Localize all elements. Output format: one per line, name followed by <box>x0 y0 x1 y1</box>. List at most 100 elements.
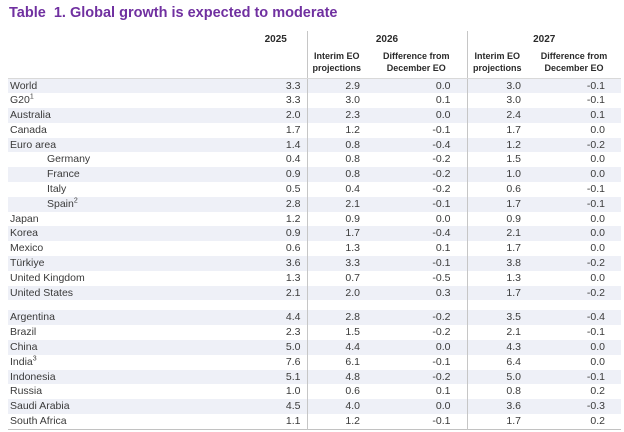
table-row: Mexico 0.6 1.3 0.1 1.7 0.0 <box>8 241 621 257</box>
value-2025-cell: 1.1 <box>285 415 301 428</box>
table-row: China 5.0 4.4 0.0 4.3 0.0 <box>8 340 621 355</box>
country-label: Türkiye <box>10 257 45 270</box>
country-label: Japan <box>10 212 39 225</box>
country-cell: Korea <box>8 226 245 241</box>
value-2027-diff-cell: 0.0 <box>590 212 605 225</box>
group-spacer-row <box>8 300 621 311</box>
value-2027-diff-cell: 0.0 <box>590 168 605 181</box>
country-cell: Argentina <box>8 310 245 325</box>
country-label: Russia <box>10 385 43 398</box>
value-2027-interim-cell: 3.6 <box>466 399 527 415</box>
country-cell: China <box>8 340 245 355</box>
country-label: Indonesia <box>10 370 56 383</box>
value-2026-interim-cell: 2.8 <box>306 310 366 326</box>
table-row: Euro area 1.4 0.8 -0.4 1.2 -0.2 <box>8 137 621 153</box>
country-cell: Indonesia <box>8 370 245 385</box>
table-header: 2025 2026 2027 Interim EO projections Di… <box>8 31 621 79</box>
value-2026-interim-cell: 3.3 <box>306 256 366 271</box>
country-label: United Kingdom <box>10 271 85 284</box>
value-2026-diff-cell: 0.1 <box>435 385 451 398</box>
value-2026-interim-cell: 0.4 <box>306 182 366 197</box>
country-label: G20 <box>10 94 30 107</box>
table-row: Argentina 4.4 2.8 -0.2 3.5 -0.4 <box>8 310 621 326</box>
country-label: South Africa <box>10 415 67 428</box>
value-2027-interim-cell: 4.3 <box>466 340 527 355</box>
value-2027-interim-cell: 1.3 <box>466 270 527 286</box>
table-row: United Kingdom 1.3 0.7 -0.5 1.3 0.0 <box>8 270 621 286</box>
value-2025-cell: 0.6 <box>285 242 301 255</box>
value-2027-interim-cell: 0.9 <box>466 211 527 227</box>
value-2027-diff-cell: -0.1 <box>586 326 605 339</box>
table-row: France 0.9 0.8 -0.2 1.0 0.0 <box>8 167 621 183</box>
footnote-marker: 2 <box>73 197 78 205</box>
country-cell: Euro area <box>8 138 245 153</box>
value-2026-diff-cell: -0.1 <box>432 123 451 136</box>
value-2026-interim-cell: 0.8 <box>306 152 366 168</box>
table-row: Germany 0.4 0.8 -0.2 1.5 0.0 <box>8 152 621 168</box>
table-row: Korea 0.9 1.7 -0.4 2.1 0.0 <box>8 226 621 242</box>
value-2026-interim-cell: 4.0 <box>306 399 366 415</box>
value-2025-cell: 7.6 <box>285 355 301 368</box>
table-row: South Africa 1.1 1.2 -0.1 1.7 0.2 <box>8 414 621 430</box>
value-2026-interim-cell: 3.0 <box>306 93 366 109</box>
value-2026-interim-cell: 1.2 <box>306 414 366 430</box>
value-2025-cell: 1.4 <box>285 138 301 151</box>
country-label: India <box>10 355 33 368</box>
value-2027-diff-cell: -0.4 <box>586 311 605 324</box>
value-2027-diff-cell: 0.1 <box>590 109 605 122</box>
value-2027-interim-cell: 2.1 <box>466 226 527 242</box>
value-2027-diff-cell: -0.1 <box>586 370 605 383</box>
country-label: Germany <box>47 153 91 166</box>
country-cell: Brazil <box>8 325 245 340</box>
value-2026-interim-cell: 0.6 <box>306 384 366 400</box>
col-2026-interim-header: Interim EO projections <box>306 48 366 79</box>
value-2026-diff-cell: 0.0 <box>435 212 451 225</box>
value-2027-diff-cell: 0.0 <box>590 271 605 284</box>
value-2027-diff-cell: -0.1 <box>586 79 605 92</box>
value-2025-cell: 2.1 <box>285 286 301 299</box>
value-2027-diff-cell: -0.2 <box>586 138 605 151</box>
value-2026-interim-cell: 1.7 <box>306 226 366 242</box>
country-cell: G201 <box>8 93 245 108</box>
value-2026-diff-cell: -0.4 <box>432 227 451 240</box>
value-2027-diff-cell: -0.1 <box>586 183 605 196</box>
value-2027-interim-cell: 0.8 <box>466 384 527 400</box>
value-2025-cell: 4.5 <box>285 400 301 413</box>
value-2026-interim-cell: 2.1 <box>306 196 366 212</box>
value-2027-diff-cell: 0.0 <box>590 242 605 255</box>
value-2026-interim-cell: 0.8 <box>306 167 366 183</box>
value-2025-cell: 2.0 <box>285 109 301 122</box>
value-2025-cell: 2.8 <box>285 197 301 210</box>
table-row: Indonesia 5.1 4.8 -0.2 5.0 -0.1 <box>8 369 621 385</box>
country-label: Spain <box>47 197 74 210</box>
country-cell: Canada <box>8 123 245 138</box>
value-2026-interim-cell: 6.1 <box>306 354 366 370</box>
value-2027-interim-cell: 2.4 <box>466 108 527 123</box>
value-2027-diff-cell: 0.0 <box>590 341 605 354</box>
footnote-marker: 1 <box>29 93 34 101</box>
table-row: United States 2.1 2.0 0.3 1.7 -0.2 <box>8 285 621 301</box>
value-2025-cell: 3.3 <box>285 79 301 92</box>
country-cell: Russia <box>8 384 245 399</box>
value-2027-interim-cell: 3.0 <box>466 93 527 109</box>
subheader-row: Interim EO projections Difference from D… <box>8 48 621 79</box>
table-row: World 3.3 2.9 0.0 3.0 -0.1 <box>8 78 621 94</box>
value-2027-diff-cell: 0.2 <box>590 415 605 428</box>
value-2027-interim-cell: 1.7 <box>466 122 527 138</box>
country-cell: Mexico <box>8 241 245 256</box>
country-cell: France <box>8 167 245 182</box>
country-cell: Australia <box>8 108 245 123</box>
country-label: Canada <box>10 123 47 136</box>
table-row: Italy 0.5 0.4 -0.2 0.6 -0.1 <box>8 182 621 197</box>
value-2027-interim-cell: 1.7 <box>466 414 527 430</box>
table-row: Brazil 2.3 1.5 -0.2 2.1 -0.1 <box>8 325 621 341</box>
value-2026-diff-cell: -0.2 <box>432 370 451 383</box>
value-2026-diff-cell: 0.0 <box>435 109 451 122</box>
value-2026-diff-cell: -0.5 <box>432 271 451 284</box>
value-2027-interim-cell: 1.7 <box>466 196 527 212</box>
value-2025-cell: 1.3 <box>285 271 301 284</box>
country-label: World <box>10 79 38 92</box>
value-2026-interim-cell: 2.3 <box>306 108 366 123</box>
country-column-header <box>8 31 245 48</box>
table-row: Russia 1.0 0.6 0.1 0.8 0.2 <box>8 384 621 400</box>
